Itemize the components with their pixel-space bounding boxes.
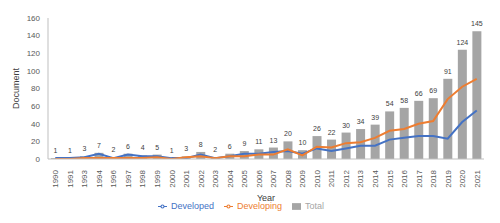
- svg-text:0: 0: [36, 155, 41, 164]
- svg-text:1993: 1993: [80, 169, 89, 187]
- svg-text:1990: 1990: [51, 169, 60, 187]
- svg-text:2017: 2017: [415, 169, 424, 187]
- svg-text:1998: 1998: [138, 169, 147, 187]
- svg-text:20: 20: [31, 137, 40, 146]
- svg-text:3: 3: [184, 145, 188, 152]
- svg-text:2005: 2005: [240, 169, 249, 187]
- svg-text:4: 4: [141, 144, 145, 151]
- svg-text:2000: 2000: [168, 169, 177, 187]
- svg-text:2012: 2012: [342, 169, 351, 187]
- svg-text:1999: 1999: [153, 169, 162, 187]
- svg-text:26: 26: [313, 125, 321, 132]
- svg-text:120: 120: [27, 49, 41, 58]
- svg-text:100: 100: [27, 67, 41, 76]
- svg-text:2013: 2013: [356, 169, 365, 187]
- svg-text:6: 6: [228, 143, 232, 150]
- svg-text:2020: 2020: [458, 169, 467, 187]
- html-text:Developed: Developed: [171, 201, 214, 211]
- svg-text:2019: 2019: [444, 169, 453, 187]
- svg-text:60: 60: [31, 102, 40, 111]
- svg-text:91: 91: [444, 68, 452, 75]
- svg-text:1: 1: [68, 147, 72, 154]
- svg-text:2009: 2009: [298, 169, 307, 187]
- svg-text:2014: 2014: [371, 169, 380, 187]
- svg-text:22: 22: [328, 129, 336, 136]
- svg-text:2001: 2001: [182, 169, 191, 187]
- svg-text:2010: 2010: [313, 169, 322, 187]
- svg-text:2015: 2015: [386, 169, 395, 187]
- svg-text:Year: Year: [257, 193, 275, 203]
- svg-text:2007: 2007: [269, 169, 278, 187]
- svg-text:7: 7: [97, 142, 101, 149]
- svg-text:30: 30: [342, 122, 350, 129]
- svg-text:66: 66: [415, 90, 423, 97]
- svg-text:54: 54: [386, 100, 394, 107]
- svg-text:2002: 2002: [197, 169, 206, 187]
- svg-text:11: 11: [255, 138, 262, 145]
- svg-text:160: 160: [27, 14, 41, 23]
- svg-text:3: 3: [83, 145, 87, 152]
- svg-text:58: 58: [400, 97, 408, 104]
- svg-text:2018: 2018: [429, 169, 438, 187]
- svg-text:124: 124: [456, 39, 468, 46]
- svg-text:Document: Document: [11, 67, 21, 109]
- svg-text:1991: 1991: [66, 169, 75, 187]
- svg-text:6: 6: [126, 143, 130, 150]
- svg-text:145: 145: [471, 20, 483, 27]
- svg-text:2008: 2008: [284, 169, 293, 187]
- svg-text:40: 40: [31, 120, 40, 129]
- svg-text:2016: 2016: [400, 169, 409, 187]
- svg-text:2006: 2006: [255, 169, 264, 187]
- svg-text:9: 9: [242, 140, 246, 147]
- svg-text:5: 5: [155, 144, 159, 151]
- svg-text:2: 2: [112, 146, 116, 153]
- svg-text:1: 1: [53, 147, 57, 154]
- svg-text:10: 10: [299, 139, 307, 146]
- html-text:Total: Total: [305, 201, 324, 211]
- svg-text:2: 2: [213, 146, 217, 153]
- svg-text:80: 80: [31, 84, 40, 93]
- svg-text:2011: 2011: [327, 169, 336, 187]
- svg-text:140: 140: [27, 31, 41, 40]
- svg-text:1996: 1996: [109, 169, 118, 187]
- svg-text:34: 34: [357, 118, 365, 125]
- svg-text:2003: 2003: [211, 169, 220, 187]
- svg-text:8: 8: [199, 141, 203, 148]
- svg-text:39: 39: [371, 114, 379, 121]
- svg-text:69: 69: [429, 87, 437, 94]
- html-text:Developing: Developing: [237, 201, 282, 211]
- svg-text:20: 20: [284, 130, 292, 137]
- svg-text:1: 1: [170, 147, 174, 154]
- svg-text:1997: 1997: [124, 169, 133, 187]
- svg-text:1994: 1994: [95, 169, 104, 187]
- svg-text:13: 13: [270, 137, 278, 144]
- svg-text:2004: 2004: [226, 169, 235, 187]
- svg-text:2021: 2021: [473, 169, 482, 187]
